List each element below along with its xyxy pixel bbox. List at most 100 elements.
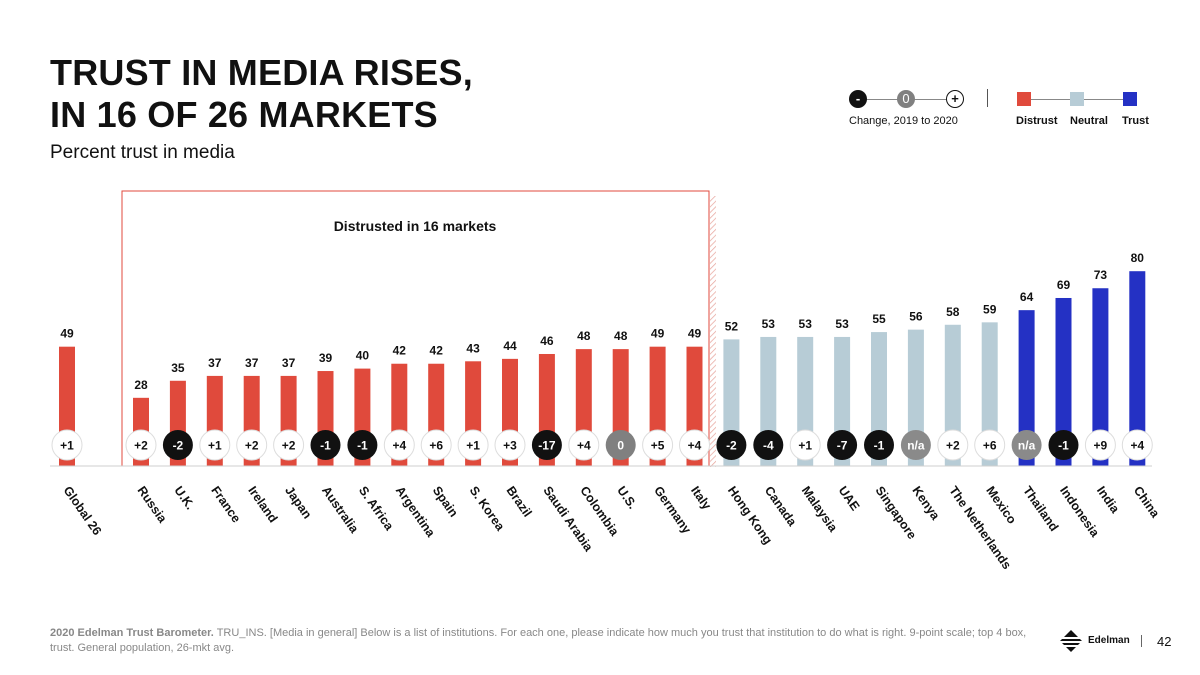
value-label: 37 <box>282 356 296 370</box>
category-label: UAE <box>836 484 863 514</box>
category-label: U.S. <box>614 484 639 512</box>
change-badge <box>420 429 452 461</box>
change-badge <box>494 429 526 461</box>
page-number: 42 <box>1157 634 1172 649</box>
value-label: 55 <box>872 312 886 326</box>
value-label: 48 <box>577 329 591 343</box>
category-label: Mexico <box>983 484 1019 527</box>
change-badge <box>273 429 305 461</box>
value-label: 53 <box>762 317 776 331</box>
value-label: 37 <box>208 356 222 370</box>
change-label: +1 <box>466 439 480 453</box>
change-label: +9 <box>1094 439 1108 453</box>
change-label: +2 <box>134 439 148 453</box>
change-label: +4 <box>577 439 591 453</box>
value-label: 69 <box>1057 278 1071 292</box>
change-badge <box>236 429 268 461</box>
category-label: Germany <box>651 484 694 536</box>
value-label: 56 <box>909 310 923 324</box>
category-label: Brazil <box>504 484 535 520</box>
bar <box>1092 288 1109 466</box>
value-label: 35 <box>171 361 185 375</box>
legend-neutral-swatch <box>1070 92 1084 106</box>
change-label: 0 <box>617 439 624 453</box>
change-badge <box>383 429 415 461</box>
change-label: -1 <box>1058 439 1069 453</box>
change-label: +6 <box>429 439 443 453</box>
change-label: +1 <box>60 439 74 453</box>
legend-change-label: Change, 2019 to 2020 <box>849 115 958 127</box>
legend-neutral-label: Neutral <box>1070 115 1108 127</box>
value-label: 53 <box>835 317 849 331</box>
legend: - 0 + Change, 2019 to 2020 Distrust Neut… <box>840 86 1170 136</box>
change-label: +6 <box>983 439 997 453</box>
value-label: 39 <box>319 351 333 365</box>
category-label: Australia <box>319 484 362 537</box>
change-badge <box>568 429 600 461</box>
change-badge <box>1011 430 1042 460</box>
change-badge <box>162 430 193 460</box>
footnote: 2020 Edelman Trust Barometer. TRU_INS. [… <box>50 626 1030 656</box>
category-label: Spain <box>430 484 461 520</box>
value-label: 46 <box>540 334 554 348</box>
category-label: S. Korea <box>467 484 508 534</box>
change-badge <box>51 429 83 461</box>
category-label: Canada <box>762 484 800 530</box>
value-label: 40 <box>356 349 370 363</box>
change-badge <box>753 430 784 460</box>
change-badge <box>864 430 894 460</box>
change-badge <box>642 429 674 461</box>
value-label: 64 <box>1020 290 1034 304</box>
change-label: +2 <box>245 439 259 453</box>
change-label: +5 <box>651 439 665 453</box>
bar <box>1018 310 1035 466</box>
annotation-label: Distrusted in 16 markets <box>334 218 497 234</box>
footnote-text: TRU_INS. [Media in general] Below is a l… <box>50 627 1027 654</box>
change-label: -2 <box>173 439 184 453</box>
value-label: 37 <box>245 356 259 370</box>
value-label: 52 <box>725 319 739 333</box>
legend-distrust-swatch <box>1017 92 1031 106</box>
change-badge <box>716 430 747 460</box>
legend-change-minus: - <box>849 90 867 108</box>
legend-change-zero: 0 <box>897 90 915 108</box>
edelman-logo-icon <box>1060 630 1082 652</box>
change-badge <box>125 429 157 461</box>
value-label: 80 <box>1131 251 1145 265</box>
change-label: -4 <box>763 439 774 453</box>
change-label: +3 <box>503 439 517 453</box>
value-label: 28 <box>134 378 148 392</box>
value-label: 49 <box>60 327 74 341</box>
value-label: 53 <box>799 317 813 331</box>
change-badge <box>827 430 858 460</box>
change-label: +2 <box>282 439 296 453</box>
change-label: +4 <box>688 439 702 453</box>
bar <box>1055 297 1072 466</box>
page-title: TRUST IN MEDIA RISES, IN 16 OF 26 MARKET… <box>50 52 473 136</box>
change-label: -7 <box>837 439 848 453</box>
bar <box>1129 271 1146 466</box>
value-label: 73 <box>1094 268 1108 282</box>
change-label: -17 <box>538 439 556 453</box>
change-badge <box>347 430 378 460</box>
change-badge <box>974 429 1006 461</box>
category-label: China <box>1131 484 1163 521</box>
category-label: Thailand <box>1020 484 1061 534</box>
category-label: S. Africa <box>356 484 397 534</box>
change-badge <box>605 430 636 460</box>
annotation-box-shadow <box>710 196 716 467</box>
change-label: +2 <box>946 439 960 453</box>
category-label: Italy <box>688 484 714 513</box>
change-badge <box>531 430 562 460</box>
category-label: Ireland <box>245 484 280 526</box>
value-label: 48 <box>614 329 628 343</box>
change-badge <box>1084 429 1116 461</box>
change-label: -2 <box>726 439 737 453</box>
value-label: 44 <box>503 339 517 353</box>
change-label: +1 <box>798 439 812 453</box>
legend-trust-label: Trust <box>1122 115 1149 127</box>
change-label: n/a <box>907 439 925 453</box>
change-badge <box>1048 430 1079 460</box>
change-label: +4 <box>1130 439 1144 453</box>
legend-distrust-label: Distrust <box>1016 115 1058 127</box>
